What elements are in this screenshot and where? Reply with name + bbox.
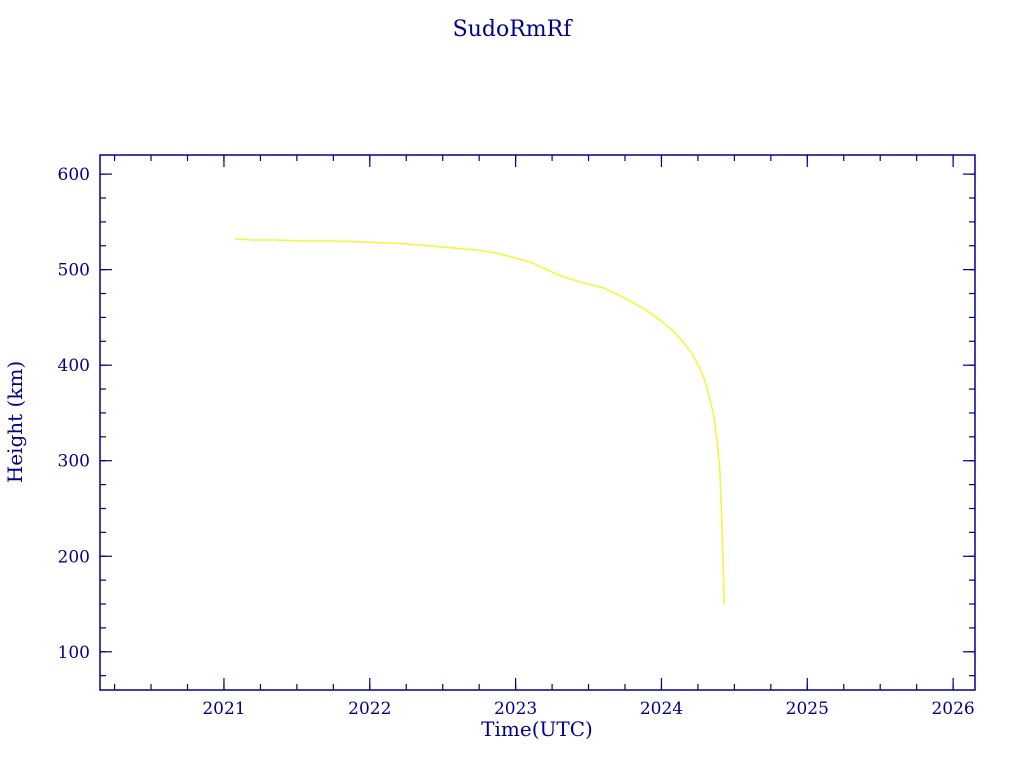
x-axis-label: Time(UTC) — [481, 717, 593, 741]
y-tick-label: 500 — [58, 261, 90, 281]
chart-title: SudoRmRf — [453, 17, 574, 42]
axis-tick-labels: 2021 2022 2023 2024 2025 2026 100 200 300 400 500 6… — [58, 165, 975, 719]
axes-frame — [99, 154, 976, 691]
y-tick-label: 200 — [58, 547, 90, 567]
plot-frame — [99, 154, 976, 691]
x-tick-label: 2025 — [786, 699, 829, 719]
y-axis-label: Height (km) — [3, 361, 27, 483]
y-tick-label: 300 — [58, 452, 90, 472]
x-tick-label: 2026 — [931, 699, 974, 719]
data-series — [234, 238, 726, 605]
x-tick-label: 2023 — [494, 699, 537, 719]
y-tick-label: 100 — [58, 643, 90, 663]
height-decay-line — [234, 238, 726, 605]
axis-ticks — [100, 155, 975, 690]
x-tick-label: 2022 — [348, 699, 391, 719]
y-tick-label: 600 — [58, 165, 90, 185]
x-tick-label: 2021 — [202, 699, 245, 719]
x-tick-label: 2024 — [640, 699, 683, 719]
y-tick-label: 400 — [58, 356, 90, 376]
